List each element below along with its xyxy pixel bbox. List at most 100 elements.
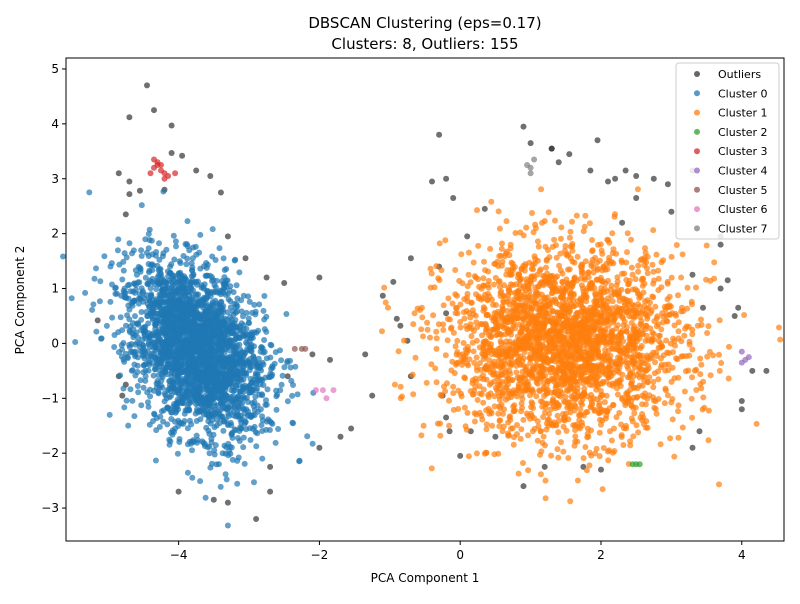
data-point [445, 295, 451, 301]
data-point [217, 414, 223, 420]
data-point [487, 246, 493, 252]
data-point [706, 323, 712, 329]
data-point [418, 432, 424, 438]
data-point [172, 419, 178, 425]
data-point [680, 251, 686, 257]
data-point [259, 428, 265, 434]
data-point [150, 418, 156, 424]
data-point [194, 292, 200, 298]
data-point [503, 379, 509, 385]
data-point [516, 471, 522, 477]
data-point [640, 283, 646, 289]
data-point [516, 382, 522, 388]
data-point [465, 347, 471, 353]
data-point [634, 422, 640, 428]
data-point [218, 484, 224, 490]
data-point [190, 271, 196, 277]
data-point [137, 296, 143, 302]
data-point [637, 321, 643, 327]
data-point [190, 361, 196, 367]
data-point [169, 150, 175, 156]
data-point [450, 390, 456, 396]
data-point [674, 242, 680, 248]
data-point [198, 325, 204, 331]
data-point [689, 347, 695, 353]
data-point [139, 202, 145, 208]
data-point [190, 368, 196, 374]
data-point [697, 371, 703, 377]
data-point [60, 254, 66, 260]
data-point [496, 208, 502, 214]
data-point [610, 402, 616, 408]
data-point [173, 238, 179, 244]
data-point [442, 237, 448, 243]
data-point [146, 231, 152, 237]
data-point [297, 458, 303, 464]
data-point [552, 218, 558, 224]
data-point [267, 489, 273, 495]
data-point [623, 277, 629, 283]
data-point [635, 429, 641, 435]
data-point [194, 341, 200, 347]
data-point [410, 321, 416, 327]
data-point [419, 305, 425, 311]
data-point [634, 372, 640, 378]
data-point [309, 351, 315, 357]
data-point [466, 250, 472, 256]
data-point [536, 244, 542, 250]
data-point [131, 362, 137, 368]
data-point [482, 354, 488, 360]
data-point [660, 257, 666, 263]
data-point [97, 298, 103, 304]
data-point [595, 374, 601, 380]
data-point [290, 420, 296, 426]
data-point [129, 398, 135, 404]
data-point [369, 393, 375, 399]
data-point [726, 376, 732, 382]
data-point [680, 425, 686, 431]
data-point [225, 291, 231, 297]
data-point [546, 209, 552, 215]
data-point [256, 301, 262, 307]
data-point [480, 275, 486, 281]
data-point [128, 386, 134, 392]
data-point [124, 312, 130, 318]
data-point [143, 373, 149, 379]
data-point [252, 359, 258, 365]
data-point [520, 417, 526, 423]
data-point [510, 323, 516, 329]
data-point [488, 334, 494, 340]
data-point [197, 478, 203, 484]
data-point [412, 310, 418, 316]
data-point [544, 258, 550, 264]
data-point [185, 306, 191, 312]
data-point [201, 412, 207, 418]
data-point [228, 420, 234, 426]
data-point [231, 289, 237, 295]
data-point [204, 288, 210, 294]
data-point [577, 406, 583, 412]
data-point [181, 342, 187, 348]
data-point [718, 242, 724, 248]
data-point [717, 368, 723, 374]
data-point [171, 310, 177, 316]
data-point [452, 267, 458, 273]
data-point [651, 176, 657, 182]
data-point [117, 372, 123, 378]
data-point [199, 395, 205, 401]
series-cluster-0 [60, 189, 316, 529]
data-point [451, 407, 457, 413]
data-point [619, 396, 625, 402]
data-point [156, 390, 162, 396]
data-point [553, 242, 559, 248]
data-point [185, 386, 191, 392]
data-point [433, 329, 439, 335]
data-point [147, 393, 153, 399]
data-point [689, 396, 695, 402]
data-point [477, 375, 483, 381]
data-point [459, 393, 465, 399]
data-point [443, 310, 449, 316]
data-point [162, 287, 168, 293]
chart-title: DBSCAN Clustering (eps=0.17) [308, 14, 541, 32]
data-point [609, 328, 615, 334]
